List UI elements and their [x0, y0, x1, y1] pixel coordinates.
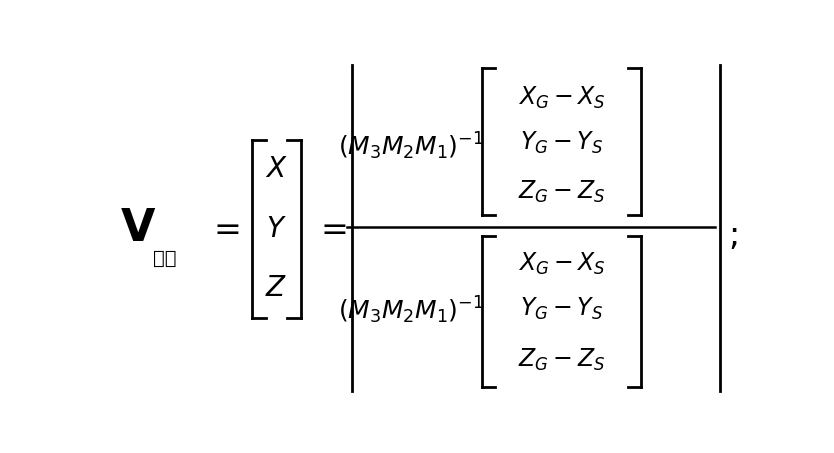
Text: $;$: $;$ [728, 219, 737, 252]
Text: $Z$: $Z$ [265, 274, 288, 302]
Text: 理论: 理论 [153, 249, 176, 268]
Text: $X$: $X$ [265, 155, 288, 183]
Text: $Z_{G}-Z_{S}$: $Z_{G}-Z_{S}$ [518, 347, 605, 373]
Text: $Y_{G}-Y_{S}$: $Y_{G}-Y_{S}$ [520, 296, 603, 322]
Text: $\mathbf{V}$: $\mathbf{V}$ [120, 207, 157, 250]
Text: $X_{G}-X_{S}$: $X_{G}-X_{S}$ [518, 251, 605, 277]
Text: $=$: $=$ [208, 212, 240, 245]
Text: $Y_{G}-Y_{S}$: $Y_{G}-Y_{S}$ [520, 130, 603, 156]
Text: $Y$: $Y$ [266, 215, 287, 243]
Text: $Z_{G}-Z_{S}$: $Z_{G}-Z_{S}$ [518, 179, 605, 205]
Text: $X_{G}-X_{S}$: $X_{G}-X_{S}$ [518, 85, 605, 111]
Text: $\left(M_{3}M_{2}M_{1}\right)^{-1}$: $\left(M_{3}M_{2}M_{1}\right)^{-1}$ [339, 295, 485, 327]
Text: $\left(M_{3}M_{2}M_{1}\right)^{-1}$: $\left(M_{3}M_{2}M_{1}\right)^{-1}$ [339, 131, 485, 163]
Text: $=$: $=$ [314, 212, 347, 245]
